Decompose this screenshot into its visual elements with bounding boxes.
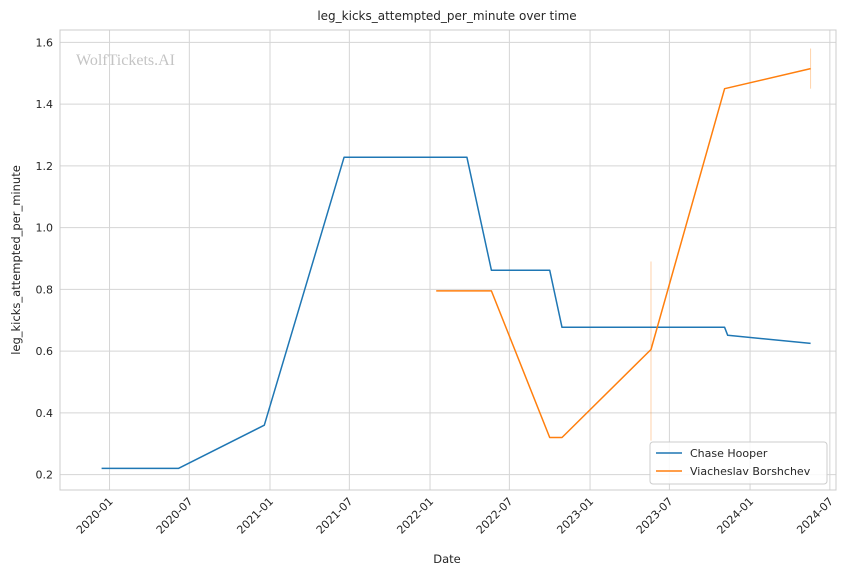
x-tick-label: 2020-07 <box>154 495 196 537</box>
x-tick-labels: 2020-01 2020-07 2021-01 2021-07 2022-01 2022-… <box>74 495 836 537</box>
legend: Chase Hooper Viacheslav Borshchev <box>649 441 828 485</box>
x-tick-label: 2024-07 <box>794 495 836 537</box>
legend-label-chase-hooper: Chase Hooper <box>690 447 768 460</box>
x-tick-label: 2024-01 <box>714 495 756 537</box>
plot-frame <box>59 29 837 491</box>
x-tick-label: 2022-07 <box>474 495 516 537</box>
x-axis-label: Date <box>433 552 461 566</box>
x-tick-label: 2023-07 <box>634 495 676 537</box>
y-tick-label: 1.4 <box>36 98 54 111</box>
y-axis-label: leg_kicks_attempted_per_minute <box>9 165 23 355</box>
y-tick-label: 1.6 <box>36 36 54 49</box>
chart-title: leg_kicks_attempted_per_minute over time <box>317 9 576 23</box>
x-tick-label: 2021-07 <box>314 495 356 537</box>
legend-box <box>649 441 828 485</box>
y-tick-label: 0.8 <box>36 283 54 296</box>
y-tick-label: 0.4 <box>36 407 54 420</box>
x-tick-label: 2020-01 <box>74 495 116 537</box>
y-tick-label: 0.2 <box>36 469 54 482</box>
x-tick-label: 2022-01 <box>394 495 436 537</box>
watermark: WolfTickets.AI <box>76 52 175 69</box>
x-tick-label: 2023-01 <box>554 495 596 537</box>
y-tick-label: 1.2 <box>36 160 54 173</box>
series-line-chase-hooper <box>101 156 811 470</box>
series-line-viacheslav-borshchev <box>436 67 811 439</box>
y-tick-labels: 0.2 0.4 0.6 0.8 1.0 1.2 1.4 1.6 <box>36 36 54 481</box>
y-tick-label: 1.0 <box>36 222 54 235</box>
series-lines <box>101 67 811 470</box>
error-bars <box>650 48 812 441</box>
x-gridlines <box>109 30 831 490</box>
x-tick-label: 2021-01 <box>234 495 276 537</box>
legend-label-viacheslav-borshchev: Viacheslav Borshchev <box>690 465 811 478</box>
y-tick-label: 0.6 <box>36 345 54 358</box>
